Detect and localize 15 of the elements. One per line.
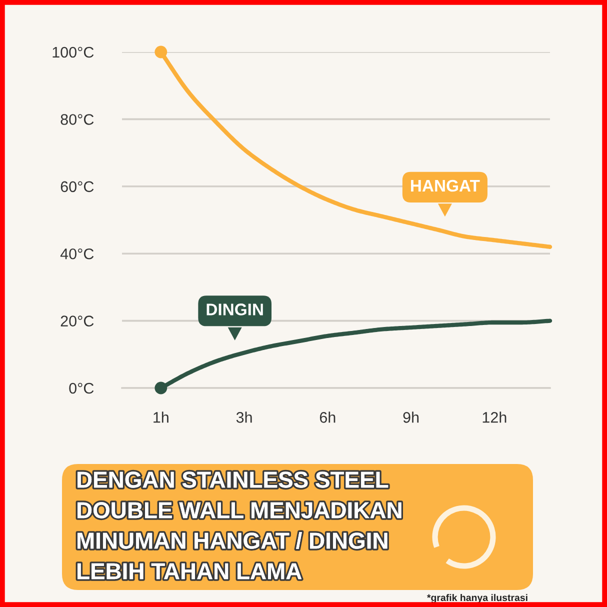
x-tick-label: 6h [320, 412, 336, 423]
y-tick-label: 40°C [60, 248, 94, 260]
x-tick-label: 1h [154, 412, 168, 423]
x-tick-label: 12h [482, 412, 506, 423]
y-tick-label: 20°C [60, 316, 94, 326]
y-tick-label: 80°C [60, 114, 94, 125]
x-tick-label: 9h [403, 412, 419, 423]
y-tick-label: 0°C [69, 382, 94, 394]
text: DENGAN STAINLESS STEEL DOUBLE WALL MENJADIKAN MINUMAN HANGAT / DINGIN LEBIH TAHAN LAMA [78, 472, 402, 580]
text: *grafik hanya ilustrasi [426, 594, 528, 604]
x-tick-label: 3h [236, 412, 252, 423]
y-tick-label: 100°C [52, 46, 94, 58]
y-tick-label: 60°C [60, 181, 94, 192]
series-label: DINGIN [206, 304, 263, 316]
series-label: HANGAT [411, 180, 480, 192]
